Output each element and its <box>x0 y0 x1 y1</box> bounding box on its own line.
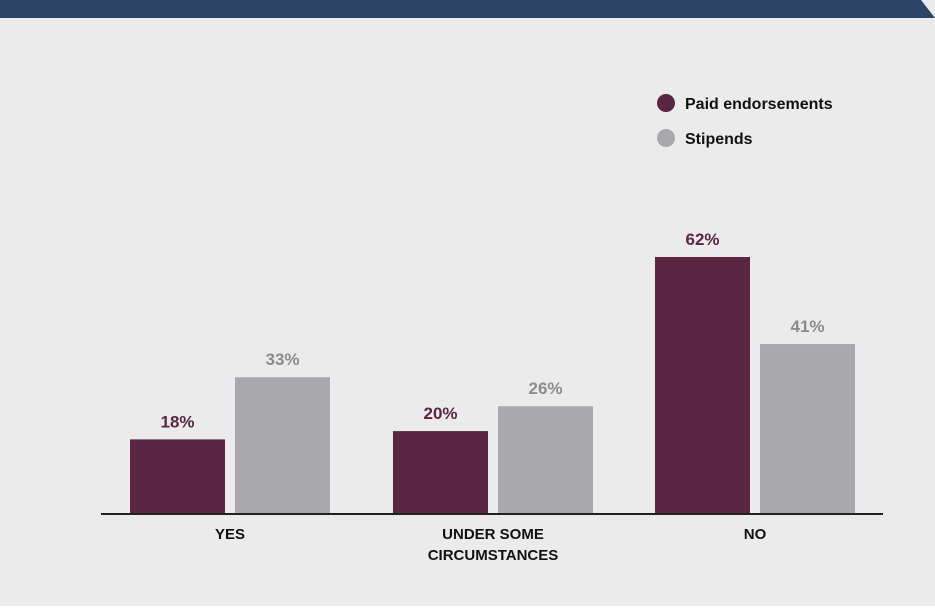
value-label-paid-endorsements-under-some-circumstances: 20% <box>423 404 457 423</box>
value-labels-group: 18% 33% 20% 26% 62% 41% <box>160 230 824 431</box>
legend-swatch-stipends <box>657 129 675 147</box>
value-label-paid-endorsements-yes: 18% <box>160 412 194 431</box>
bar-stipends-no <box>760 344 855 514</box>
category-label-under-some-circumstances-line-1: UNDER SOME <box>442 526 544 543</box>
legend: Paid endorsements Stipends <box>657 94 833 148</box>
value-label-stipends-under-some-circumstances: 26% <box>528 379 562 398</box>
category-label-no: NO <box>744 526 767 543</box>
header-bar <box>0 0 935 18</box>
bar-stipends-yes <box>235 377 330 514</box>
legend-swatch-paid-endorsements <box>657 94 675 112</box>
value-label-paid-endorsements-no: 62% <box>685 230 719 249</box>
bar-paid-endorsements-yes <box>130 439 225 514</box>
category-label-under-some-circumstances-line-2: CIRCUMSTANCES <box>428 547 559 564</box>
category-label-yes: YES <box>215 526 245 543</box>
value-label-stipends-no: 41% <box>790 317 824 336</box>
category-labels-group: YES UNDER SOME CIRCUMSTANCES NO <box>215 526 767 564</box>
bar-paid-endorsements-no <box>655 257 750 514</box>
bar-paid-endorsements-under-some-circumstances <box>393 431 488 514</box>
legend-label-paid-endorsements: Paid endorsements <box>685 96 833 113</box>
bar-stipends-under-some-circumstances <box>498 406 593 514</box>
bars-group <box>130 257 855 514</box>
legend-label-stipends: Stipends <box>685 131 753 148</box>
value-label-stipends-yes: 33% <box>265 350 299 369</box>
header-notch <box>921 0 935 18</box>
